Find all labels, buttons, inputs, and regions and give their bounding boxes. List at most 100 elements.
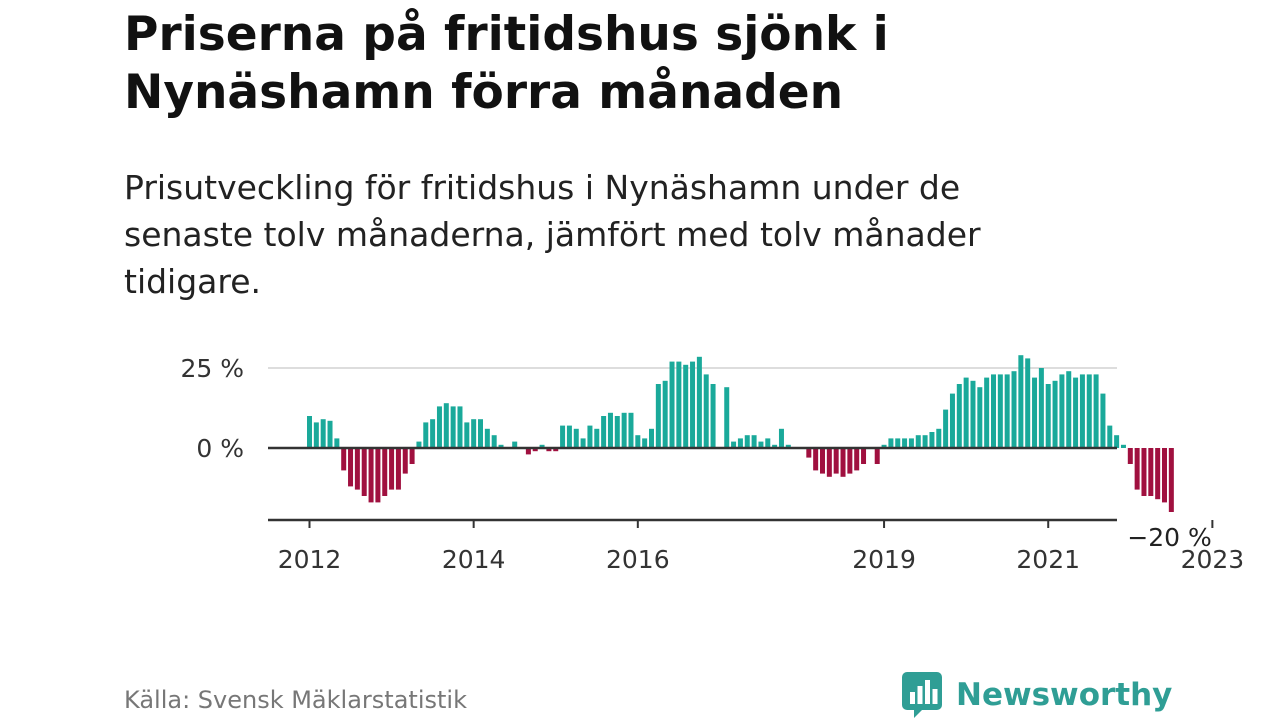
bar-negative bbox=[1127, 448, 1133, 464]
bar-positive bbox=[320, 419, 326, 448]
bar-positive bbox=[956, 384, 962, 448]
bar-negative bbox=[813, 448, 819, 471]
bar-negative bbox=[820, 448, 825, 474]
bar-negative bbox=[389, 448, 395, 490]
source-note: Källa: Svensk Mäklarstatistik bbox=[124, 686, 467, 714]
bar-negative bbox=[368, 448, 374, 503]
bar-positive bbox=[936, 428, 942, 448]
bar-positive bbox=[1079, 374, 1085, 448]
bar-negative bbox=[833, 448, 839, 474]
bar-positive bbox=[635, 435, 641, 448]
axes bbox=[268, 446, 1214, 528]
bar-positive bbox=[313, 422, 319, 448]
bar-positive bbox=[649, 428, 654, 448]
bar-negative bbox=[402, 448, 408, 474]
bar-positive bbox=[1052, 380, 1058, 448]
bar-negative bbox=[348, 448, 354, 487]
bar-positive bbox=[621, 412, 627, 448]
bar-positive bbox=[1038, 368, 1044, 448]
bar-positive bbox=[607, 412, 613, 448]
bar-positive bbox=[1086, 374, 1092, 448]
annotation-last-value: −20 % bbox=[1127, 523, 1211, 552]
bar-positive bbox=[491, 435, 497, 448]
bar-positive bbox=[1120, 444, 1126, 448]
bar-negative bbox=[361, 448, 367, 496]
bar-positive bbox=[1018, 355, 1024, 448]
annotation-halo: −20 % bbox=[1127, 523, 1211, 552]
bar-positive bbox=[696, 356, 702, 448]
bar-negative bbox=[354, 448, 360, 490]
bar-negative bbox=[1148, 448, 1154, 496]
bar-positive bbox=[1025, 358, 1031, 448]
bar-negative bbox=[847, 448, 853, 474]
bar-positive bbox=[1100, 393, 1106, 448]
bar-positive bbox=[601, 416, 607, 448]
bar-positive bbox=[614, 416, 620, 448]
bar-positive bbox=[902, 438, 908, 448]
bar-positive bbox=[915, 435, 921, 448]
bar-positive bbox=[758, 441, 764, 448]
bar-positive bbox=[1032, 377, 1038, 448]
bar-negative bbox=[1134, 448, 1140, 490]
bar-positive bbox=[334, 438, 340, 448]
bar-positive bbox=[895, 438, 901, 448]
bar-positive bbox=[1059, 374, 1065, 448]
bar-positive bbox=[929, 432, 935, 448]
x-tick-label: 2012 bbox=[278, 545, 342, 574]
bar-negative bbox=[395, 448, 401, 490]
bar-positive bbox=[628, 412, 634, 448]
bar-positive bbox=[991, 374, 996, 448]
bar-positive bbox=[710, 384, 716, 448]
bar-positive bbox=[690, 361, 696, 448]
bar-negative bbox=[375, 448, 381, 503]
bar-negative bbox=[1162, 448, 1167, 503]
labels: 0 %25 %2012 2014 2016 2019 2021 2023−20 %−20 … bbox=[180, 354, 1244, 574]
bar-positive bbox=[765, 438, 771, 448]
bar-positive bbox=[943, 409, 949, 448]
bar-negative bbox=[409, 448, 415, 464]
bar-positive bbox=[737, 438, 743, 448]
bar-positive bbox=[560, 425, 566, 448]
bar-positive bbox=[327, 420, 333, 448]
bar-positive bbox=[731, 441, 737, 448]
bar-positive bbox=[1073, 377, 1079, 448]
brand-logo: Newsworthy bbox=[902, 670, 1172, 720]
bar-positive bbox=[751, 435, 757, 448]
bar-positive bbox=[778, 428, 784, 448]
bar-negative bbox=[1141, 448, 1147, 496]
bar-negative bbox=[525, 448, 531, 455]
bar-positive bbox=[587, 425, 593, 448]
bar-positive bbox=[963, 377, 969, 448]
bar-positive bbox=[566, 425, 572, 448]
bar-positive bbox=[881, 444, 887, 448]
bar-positive bbox=[1011, 371, 1017, 448]
brand-name: Newsworthy bbox=[956, 677, 1173, 713]
bar-negative bbox=[874, 448, 880, 464]
bar-positive bbox=[498, 444, 504, 448]
bar-negative bbox=[546, 448, 552, 452]
bar-positive bbox=[436, 406, 442, 448]
bar-positive bbox=[450, 406, 456, 448]
newsworthy-icon bbox=[902, 672, 942, 718]
bar-positive bbox=[1107, 425, 1113, 448]
bar-negative bbox=[840, 448, 846, 477]
bar-negative bbox=[532, 448, 538, 452]
bar-positive bbox=[539, 444, 545, 448]
bar-positive bbox=[471, 419, 477, 448]
x-tick-label: 2014 bbox=[442, 545, 506, 574]
bar-positive bbox=[1045, 384, 1051, 448]
bar-positive bbox=[307, 416, 312, 448]
bar-positive bbox=[744, 435, 750, 448]
bar-negative bbox=[553, 448, 559, 452]
x-tick-label: 2016 bbox=[606, 545, 670, 574]
chart-title: Priserna på fritidshus sjönk i Nynäshamn… bbox=[124, 7, 889, 120]
bar-positive bbox=[970, 380, 976, 448]
bar-positive bbox=[1093, 374, 1099, 448]
bar-positive bbox=[594, 428, 600, 448]
bar-positive bbox=[785, 444, 791, 448]
bar-positive bbox=[703, 374, 709, 448]
x-tick-label: 2021 bbox=[1016, 545, 1080, 574]
bar-positive bbox=[669, 361, 675, 448]
bar-negative bbox=[1155, 448, 1161, 500]
